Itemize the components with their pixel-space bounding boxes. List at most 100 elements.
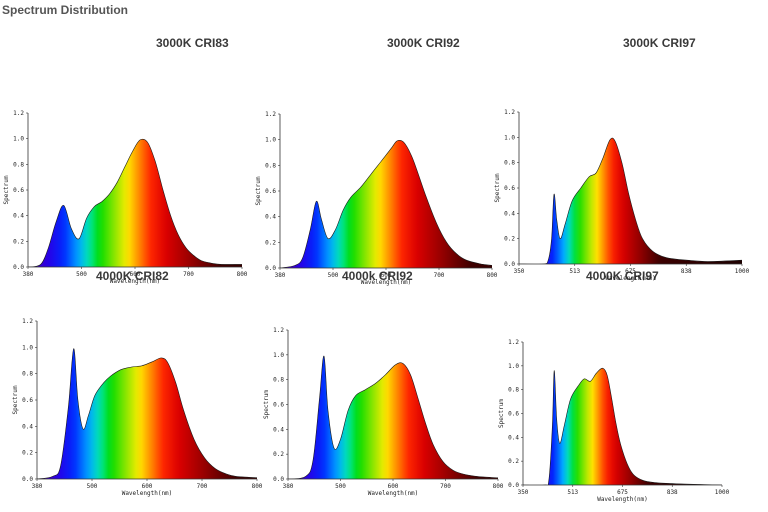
y-tick-label: 0.0 [22, 476, 33, 483]
y-axis-label: Spectrum [494, 173, 501, 202]
y-tick-label: 0.6 [508, 411, 519, 418]
y-tick-label: 0.8 [265, 162, 276, 169]
y-tick-label: 1.2 [265, 111, 276, 118]
y-tick-label: 0.8 [504, 160, 515, 167]
spectrum-chart-6: 0.0 0.2 0.4 0.6 0.8 1.0 1.2 350 513 675 838 1000 Wav… [498, 339, 730, 503]
chart-title-1: 3000K CRI83 [156, 36, 229, 50]
spectrum-chart-1: 0.0 0.2 0.4 0.6 0.8 1.0 1.2 380 500 600 700 800 Wave… [3, 110, 248, 285]
spectrum-area-4 [37, 348, 257, 479]
chart-title-6: 4000K CRI97 [586, 269, 659, 283]
spectrum-line-1 [28, 138, 242, 267]
y-tick-label: 1.0 [504, 134, 515, 141]
y-tick-label: 0.6 [504, 185, 515, 192]
x-tick-label: 600 [388, 483, 399, 490]
y-axis-label: Spectrum [3, 175, 10, 204]
y-tick-label: 0.2 [22, 450, 33, 457]
chart-title-3: 3000K CRI97 [623, 36, 696, 50]
x-tick-label: 500 [335, 483, 346, 490]
page-title: Spectrum Distribution [2, 3, 129, 17]
spectrum-chart-4: 0.0 0.2 0.4 0.6 0.8 1.0 1.2 380 500 600 700 800 Wave… [12, 318, 263, 497]
x-tick-label: 800 [237, 271, 248, 278]
y-axis-label: Spectrum [12, 385, 19, 414]
y-tick-label: 0.0 [504, 261, 515, 268]
y-axis-label: Spectrum [255, 176, 262, 205]
x-tick-label: 1000 [735, 268, 750, 275]
y-tick-label: 0.6 [273, 402, 284, 409]
spectrum-chart-3: 0.0 0.2 0.4 0.6 0.8 1.0 1.2 350 513 675 838 1000 Wav… [494, 109, 750, 282]
spectrum-area-6 [523, 368, 722, 485]
x-axis-label: Wavelength(nm) [361, 279, 412, 286]
chart-title-5: 4000k CRI92 [342, 269, 413, 283]
y-tick-label: 0.4 [508, 434, 519, 441]
x-tick-label: 350 [514, 268, 525, 275]
x-tick-label: 800 [252, 483, 263, 490]
y-tick-label: 0.6 [13, 187, 24, 194]
x-axis-label: Wavelength(nm) [605, 275, 656, 282]
spectrum-area-1 [28, 139, 242, 267]
y-tick-label: 0.2 [504, 236, 515, 243]
spectrum-line-6 [523, 367, 722, 485]
y-axis-label: Spectrum [498, 399, 505, 428]
x-tick-label: 800 [493, 483, 504, 490]
y-tick-label: 1.2 [22, 318, 33, 325]
y-tick-label: 1.0 [508, 363, 519, 370]
x-tick-label: 350 [518, 489, 529, 496]
x-tick-label: 675 [625, 268, 636, 275]
x-tick-label: 700 [440, 483, 451, 490]
spectrum-chart-5: 0.0 0.2 0.4 0.6 0.8 1.0 1.2 380 500 600 700 800 Wave… [263, 327, 504, 497]
x-tick-label: 380 [23, 271, 34, 278]
x-axis-label: Wavelength(nm) [368, 490, 419, 497]
y-tick-label: 1.0 [273, 352, 284, 359]
y-tick-label: 0.4 [265, 214, 276, 221]
y-tick-label: 0.4 [22, 423, 33, 430]
y-tick-label: 0.6 [22, 397, 33, 404]
x-tick-label: 513 [567, 489, 578, 496]
y-tick-label: 0.8 [508, 387, 519, 394]
x-tick-label: 700 [197, 483, 208, 490]
spectrum-line-4 [37, 348, 257, 479]
x-tick-label: 380 [283, 483, 294, 490]
y-tick-label: 0.2 [265, 239, 276, 246]
y-axis-label: Spectrum [263, 390, 270, 419]
y-tick-label: 1.2 [508, 339, 519, 346]
x-tick-label: 600 [130, 271, 141, 278]
y-tick-label: 1.0 [265, 137, 276, 144]
spectrum-chart-2: 0.0 0.2 0.4 0.6 0.8 1.0 1.2 380 500 600 700 800 Wave… [255, 111, 498, 286]
x-tick-label: 500 [87, 483, 98, 490]
x-tick-label: 500 [76, 271, 87, 278]
y-tick-label: 0.0 [265, 265, 276, 272]
y-tick-label: 1.2 [273, 327, 284, 334]
spectrum-area-2 [280, 140, 492, 268]
y-tick-label: 1.0 [22, 344, 33, 351]
y-tick-label: 0.0 [273, 476, 284, 483]
y-tick-label: 0.0 [508, 482, 519, 489]
y-tick-label: 0.2 [273, 451, 284, 458]
spectrum-line-3 [519, 137, 742, 264]
y-tick-label: 0.4 [504, 210, 515, 217]
spectrum-area-5 [288, 355, 498, 479]
y-tick-label: 0.8 [13, 161, 24, 168]
y-tick-label: 0.8 [273, 377, 284, 384]
chart-title-4: 4000K CRI82 [96, 269, 169, 283]
y-tick-label: 0.2 [508, 458, 519, 465]
x-tick-label: 800 [487, 272, 498, 279]
y-tick-label: 1.0 [13, 136, 24, 143]
x-axis-label: Wavelength(nm) [597, 496, 648, 503]
spectrum-line-2 [280, 139, 492, 268]
y-tick-label: 0.6 [265, 188, 276, 195]
y-tick-label: 0.0 [13, 264, 24, 271]
x-tick-label: 380 [32, 483, 43, 490]
spectrum-area-3 [519, 138, 742, 264]
x-tick-label: 838 [681, 268, 692, 275]
x-tick-label: 500 [328, 272, 339, 279]
x-tick-label: 1000 [715, 489, 730, 496]
x-axis-label: Wavelength(nm) [122, 490, 173, 497]
x-tick-label: 380 [275, 272, 286, 279]
y-tick-label: 0.8 [22, 371, 33, 378]
y-tick-label: 0.2 [13, 238, 24, 245]
y-tick-label: 0.4 [273, 426, 284, 433]
x-tick-label: 513 [569, 268, 580, 275]
spectrum-line-5 [288, 355, 498, 479]
x-axis-label: Wavelength(nm) [110, 278, 161, 285]
x-tick-label: 675 [617, 489, 628, 496]
